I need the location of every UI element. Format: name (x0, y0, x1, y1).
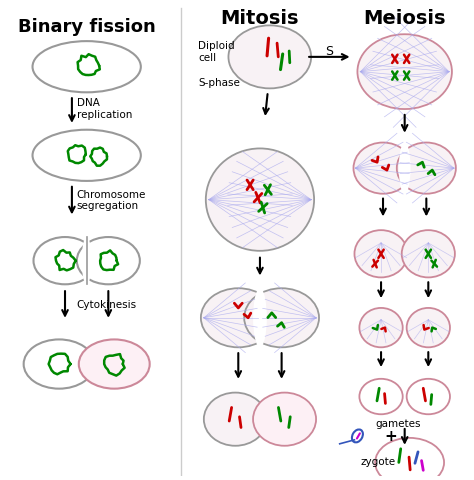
Ellipse shape (253, 288, 267, 348)
Text: S: S (325, 46, 333, 59)
Text: S-phase: S-phase (198, 77, 240, 87)
Ellipse shape (397, 143, 456, 194)
Text: Diploid
cell: Diploid cell (198, 41, 235, 62)
Ellipse shape (201, 288, 276, 348)
Text: Cytokinesis: Cytokinesis (77, 300, 137, 309)
Text: Binary fission: Binary fission (18, 17, 155, 36)
Ellipse shape (244, 288, 319, 348)
Text: zygote: zygote (360, 456, 395, 466)
Text: Meiosis: Meiosis (364, 9, 446, 27)
Ellipse shape (228, 26, 311, 89)
Text: +: + (384, 429, 397, 444)
Ellipse shape (34, 238, 97, 285)
Ellipse shape (357, 35, 452, 110)
Ellipse shape (82, 238, 91, 285)
Ellipse shape (399, 143, 410, 194)
Ellipse shape (33, 131, 141, 181)
Ellipse shape (355, 231, 408, 278)
Ellipse shape (79, 340, 150, 389)
Ellipse shape (206, 149, 314, 252)
Ellipse shape (407, 379, 450, 414)
Ellipse shape (24, 340, 94, 389)
Text: gametes: gametes (375, 419, 420, 428)
Ellipse shape (77, 238, 140, 285)
Ellipse shape (354, 143, 412, 194)
Ellipse shape (375, 438, 444, 480)
Ellipse shape (33, 42, 141, 93)
Ellipse shape (359, 379, 403, 414)
Ellipse shape (402, 231, 455, 278)
Ellipse shape (204, 393, 267, 446)
Text: Chromosome
segregation: Chromosome segregation (77, 190, 146, 211)
Ellipse shape (253, 393, 316, 446)
Text: DNA
replication: DNA replication (77, 98, 132, 120)
Ellipse shape (407, 308, 450, 348)
Text: Mitosis: Mitosis (221, 9, 299, 27)
Ellipse shape (359, 308, 403, 348)
